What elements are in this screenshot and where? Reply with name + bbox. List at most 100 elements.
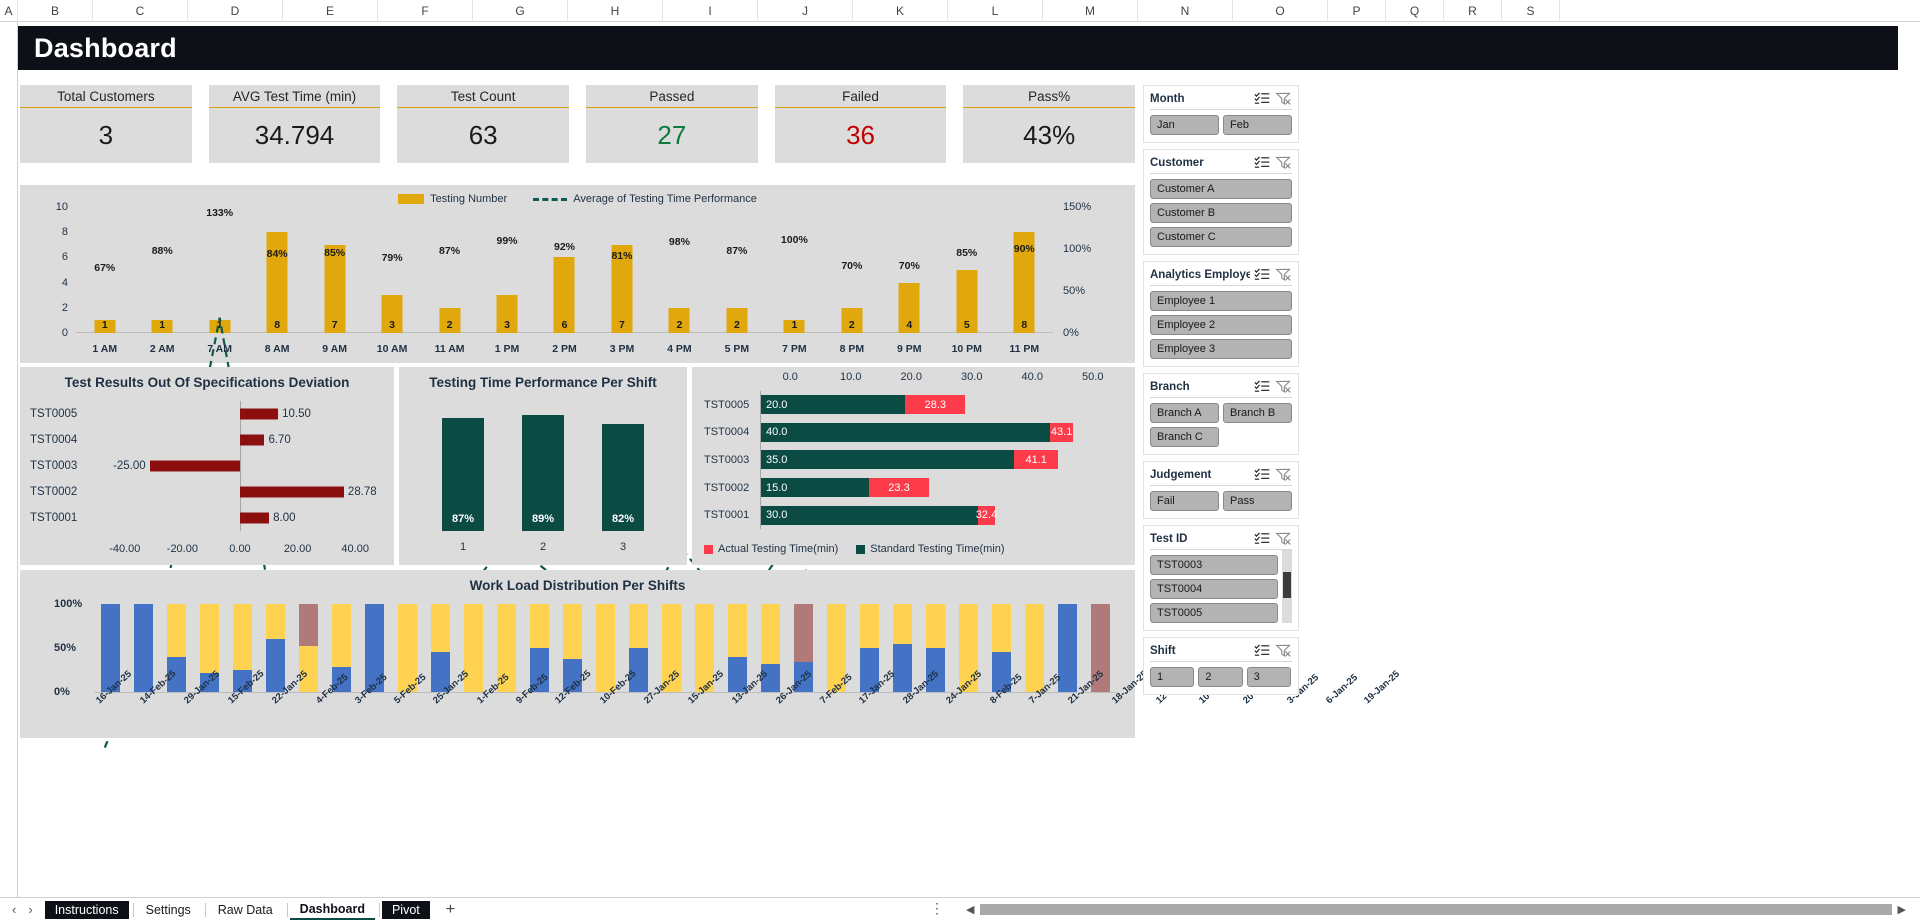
- legend-swatch-standard-icon: [856, 544, 866, 554]
- slicer-item-employee-3[interactable]: Employee 3: [1150, 339, 1292, 359]
- column-header-h[interactable]: H: [568, 0, 663, 22]
- multi-select-icon[interactable]: [1254, 155, 1271, 170]
- clear-filter-icon[interactable]: [1275, 155, 1292, 170]
- column-header-b[interactable]: B: [18, 0, 93, 22]
- slicer-item-customer-a[interactable]: Customer A: [1150, 179, 1292, 199]
- multi-select-icon[interactable]: [1254, 379, 1271, 394]
- slicer-item-employee-1[interactable]: Employee 1: [1150, 291, 1292, 311]
- workload-segment: [299, 646, 318, 692]
- deviation-category-label: TST0002: [30, 486, 78, 498]
- column-header-p[interactable]: P: [1328, 0, 1386, 22]
- column-header-e[interactable]: E: [283, 0, 378, 22]
- combo-line-value-label: 85%: [956, 247, 978, 260]
- sheet-tab-pivot[interactable]: Pivot: [381, 900, 430, 919]
- combo-line-value-label: 133%: [206, 206, 234, 219]
- column-header-l[interactable]: L: [948, 0, 1043, 22]
- slicer-item-tst0005[interactable]: TST0005: [1150, 603, 1278, 623]
- sheet-tab-dashboard[interactable]: Dashboard: [289, 899, 375, 920]
- column-header-a[interactable]: A: [0, 0, 18, 22]
- add-sheet-button[interactable]: +: [445, 900, 456, 918]
- column-header-n[interactable]: N: [1138, 0, 1233, 22]
- column-header-s[interactable]: S: [1502, 0, 1560, 22]
- avs-standard-segment: 30.0: [760, 505, 978, 525]
- workload-stack: [134, 604, 153, 692]
- multi-select-icon[interactable]: [1254, 467, 1271, 482]
- column-header-r[interactable]: R: [1444, 0, 1502, 22]
- slicer-items: Employee 1 Employee 2 Employee 3: [1150, 286, 1292, 359]
- column-header-g[interactable]: G: [473, 0, 568, 22]
- column-header-j[interactable]: J: [758, 0, 853, 22]
- combo-bar: [956, 270, 978, 333]
- slicer-item-branch-c[interactable]: Branch C: [1150, 427, 1219, 447]
- workload-segment: [860, 648, 879, 692]
- combo-x-label: 4 PM: [667, 343, 692, 355]
- next-sheet-icon[interactable]: ›: [28, 902, 33, 917]
- clear-filter-icon[interactable]: [1275, 379, 1292, 394]
- combo-y-tick-left: 10: [55, 201, 68, 213]
- slicer-item-branch-a[interactable]: Branch A: [1150, 403, 1219, 423]
- workload-segment: [431, 652, 450, 692]
- column-header-q[interactable]: Q: [1386, 0, 1444, 22]
- slicer-item-jan[interactable]: Jan: [1150, 115, 1219, 135]
- combo-line-value-label: 70%: [841, 259, 863, 272]
- multi-select-icon[interactable]: [1254, 267, 1271, 282]
- clear-filter-icon[interactable]: [1275, 91, 1292, 106]
- avs-x-tick: 30.0: [961, 371, 983, 383]
- slicer-scrollbar[interactable]: [1282, 550, 1292, 623]
- combo-y-tick-right: 100%: [1063, 243, 1092, 255]
- slicer-item-employee-2[interactable]: Employee 2: [1150, 315, 1292, 335]
- combo-line-value-label: 81%: [611, 250, 633, 263]
- workload-column: [457, 604, 490, 692]
- slicer-item-customer-b[interactable]: Customer B: [1150, 203, 1292, 223]
- sheet-nav-arrows[interactable]: ‹ ›: [0, 902, 45, 917]
- column-header-k[interactable]: K: [853, 0, 948, 22]
- combo-chart-legend: Testing Number Average of Testing Time P…: [20, 193, 1135, 205]
- multi-select-icon[interactable]: [1254, 91, 1271, 106]
- deviation-value-label: 6.70: [268, 434, 291, 446]
- slicer-scroll-thumb[interactable]: [1283, 571, 1291, 599]
- clear-filter-icon[interactable]: [1275, 643, 1292, 658]
- multi-select-icon[interactable]: [1254, 643, 1271, 658]
- prev-sheet-icon[interactable]: ‹: [12, 902, 17, 917]
- scroll-track[interactable]: [980, 904, 1892, 915]
- multi-select-icon[interactable]: [1254, 531, 1271, 546]
- horizontal-scrollbar[interactable]: ◀ ▶: [966, 903, 1906, 916]
- scroll-right-icon[interactable]: ▶: [1897, 904, 1906, 916]
- sheet-tab-raw-data[interactable]: Raw Data: [217, 902, 273, 917]
- workload-segment: [530, 648, 549, 692]
- column-header-i[interactable]: I: [663, 0, 758, 22]
- slicer-item-tst0003[interactable]: TST0003: [1150, 555, 1278, 575]
- kpi-label: AVG Test Time (min): [208, 85, 381, 108]
- column-header-m[interactable]: M: [1043, 0, 1138, 22]
- clear-filter-icon[interactable]: [1275, 467, 1292, 482]
- tab-overflow-icon[interactable]: ⋮: [930, 900, 945, 916]
- slicer-item-feb[interactable]: Feb: [1223, 115, 1292, 135]
- scroll-left-icon[interactable]: ◀: [966, 904, 975, 916]
- combo-x-label: 10 AM: [376, 343, 408, 355]
- column-header-o[interactable]: O: [1233, 0, 1328, 22]
- sheet-tab-settings[interactable]: Settings: [145, 902, 191, 917]
- slicer-item-1[interactable]: 1: [1150, 667, 1195, 687]
- slicer-item-pass[interactable]: Pass: [1223, 491, 1292, 511]
- avs-track: 40.0 43.1: [760, 418, 1123, 447]
- sheet-tab-instructions[interactable]: Instructions: [44, 900, 129, 919]
- column-header-d[interactable]: D: [188, 0, 283, 22]
- slicer-item-tst0004[interactable]: TST0004: [1150, 579, 1278, 599]
- slicer-item-customer-c[interactable]: Customer C: [1150, 227, 1292, 247]
- combo-bar-value-label: 1: [159, 319, 166, 331]
- combo-x-label: 8 PM: [839, 343, 865, 355]
- column-header-f[interactable]: F: [378, 0, 473, 22]
- avs-standard-segment: 20.0: [760, 395, 906, 415]
- workload-column: [622, 604, 655, 692]
- combo-bar-value-label: 2: [676, 319, 683, 331]
- slicer-item-branch-b[interactable]: Branch B: [1223, 403, 1292, 423]
- deviation-row: TST0002 28.78: [30, 479, 384, 505]
- scroll-thumb[interactable]: [980, 904, 1892, 915]
- column-header-c[interactable]: C: [93, 0, 188, 22]
- slicer-title: Shift: [1150, 644, 1176, 657]
- clear-filter-icon[interactable]: [1275, 531, 1292, 546]
- slicer-item-2[interactable]: 2: [1198, 667, 1243, 687]
- slicer-item-3[interactable]: 3: [1246, 667, 1291, 687]
- clear-filter-icon[interactable]: [1275, 267, 1292, 282]
- slicer-item-fail[interactable]: Fail: [1150, 491, 1219, 511]
